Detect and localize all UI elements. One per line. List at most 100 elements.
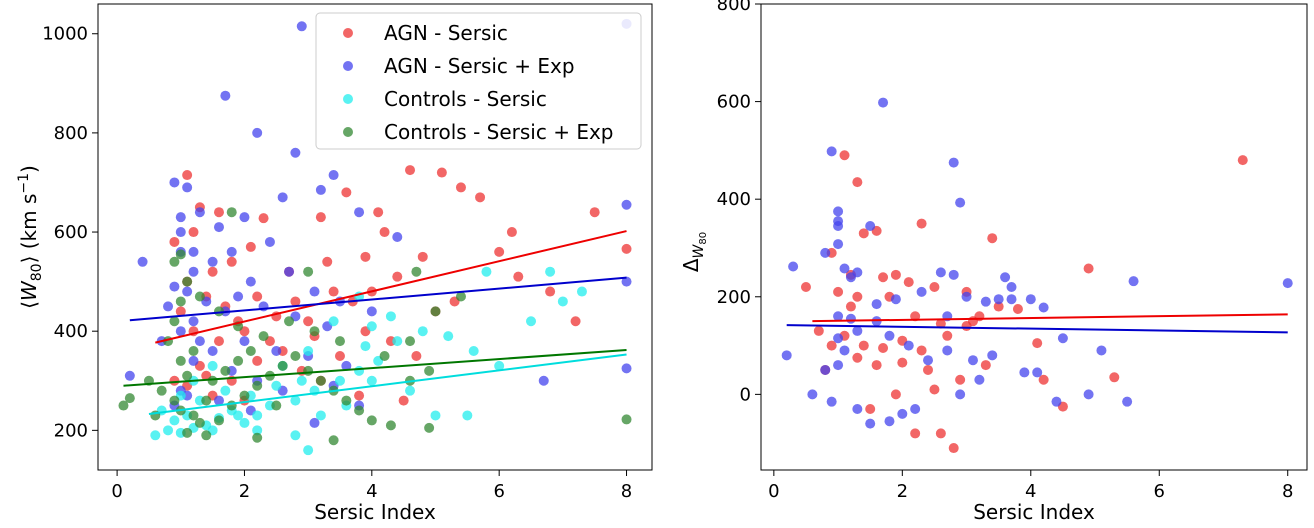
- left-point-series-3: [290, 350, 301, 361]
- left-point-series-2: [385, 311, 396, 322]
- legend-label-controls-sersic-exp: Controls - Sersic + Exp: [384, 120, 613, 144]
- right-point-series-1: [1122, 396, 1133, 407]
- left-y-tick-label: 600: [54, 222, 88, 243]
- right-point-series-0: [890, 269, 901, 280]
- left-point-series-1: [309, 286, 320, 297]
- left-point-series-2: [481, 266, 492, 277]
- left-point-series-0: [621, 243, 632, 254]
- right-point-series-1: [878, 97, 889, 108]
- legend-box: [315, 12, 642, 150]
- right-point-series-1: [807, 389, 818, 400]
- left-y-tick-label: 1000: [42, 24, 88, 45]
- left-point-series-2: [207, 360, 218, 371]
- left-point-series-3: [169, 316, 180, 327]
- left-point-series-2: [360, 341, 371, 352]
- left-point-series-2: [233, 410, 244, 421]
- right-point-series-1: [923, 355, 934, 366]
- left-point-series-1: [239, 212, 250, 223]
- left-point-series-3: [175, 249, 186, 260]
- right-point-series-0: [800, 282, 811, 293]
- left-point-series-3: [156, 385, 167, 396]
- right-point-series-1: [865, 221, 876, 232]
- right-point-series-1: [833, 221, 844, 232]
- left-point-series-1: [245, 276, 256, 287]
- left-point-series-0: [245, 241, 256, 252]
- right-point-series-0: [890, 389, 901, 400]
- left-point-series-2: [557, 296, 568, 307]
- left-point-series-2: [545, 266, 556, 277]
- left-point-series-0: [506, 227, 517, 238]
- left-point-series-1: [284, 266, 295, 277]
- left-point-series-3: [182, 370, 193, 381]
- left-plot-frame: [97, 3, 653, 471]
- left-point-series-3: [411, 266, 422, 277]
- right-point-series-1: [967, 355, 978, 366]
- left-point-series-3: [309, 326, 320, 337]
- left-point-series-1: [169, 281, 180, 292]
- right-point-series-1: [955, 197, 966, 208]
- right-point-series-1: [910, 404, 921, 415]
- left-panel: 0 2 4 6 8 200 400 600 800 1000 Sersic Index ⟨W80…: [16, 3, 653, 524]
- left-fit-line-3: [123, 349, 627, 387]
- left-point-series-0: [213, 336, 224, 347]
- left-point-series-1: [233, 291, 244, 302]
- left-point-series-3: [194, 417, 205, 428]
- right-point-series-0: [1109, 372, 1120, 383]
- right-point-series-1: [942, 345, 953, 356]
- left-point-series-0: [455, 182, 466, 193]
- legend-marker-agn-sersic: [343, 28, 353, 38]
- right-point-series-1: [1096, 345, 1107, 356]
- legend-marker-agn-sersic-exp: [343, 61, 353, 71]
- right-point-series-0: [852, 177, 863, 188]
- left-marks: [118, 18, 632, 456]
- right-point-series-1: [974, 374, 985, 385]
- right-point-series-0: [903, 277, 914, 288]
- left-point-series-0: [182, 170, 193, 181]
- right-point-series-0: [1032, 338, 1043, 349]
- left-point-series-2: [315, 410, 326, 421]
- left-point-series-1: [175, 227, 186, 238]
- left-point-series-3: [207, 375, 218, 386]
- right-fit-line-0: [812, 313, 1288, 323]
- left-point-series-0: [328, 286, 339, 297]
- left-point-series-1: [341, 360, 352, 371]
- left-point-series-3: [175, 355, 186, 366]
- right-x-tick-label: 0: [768, 481, 779, 502]
- left-point-series-1: [366, 306, 377, 317]
- right-point-series-0: [929, 282, 940, 293]
- left-point-series-0: [411, 350, 422, 361]
- left-y-axis-label: ⟨W80⟩ (km s−1): [16, 165, 45, 309]
- right-point-series-0: [871, 360, 882, 371]
- right-y-ticks: 0 200 400 600 800: [717, 0, 761, 405]
- left-point-series-3: [188, 410, 199, 421]
- right-point-series-1: [1128, 276, 1139, 287]
- left-point-series-1: [182, 182, 193, 193]
- left-point-series-2: [252, 410, 263, 421]
- right-point-series-1: [781, 350, 792, 361]
- right-point-series-1: [980, 296, 991, 307]
- right-point-series-1: [1019, 367, 1030, 378]
- right-point-series-0: [923, 364, 934, 375]
- left-x-tick-label: 0: [111, 481, 122, 502]
- left-point-series-3: [405, 336, 416, 347]
- left-point-series-3: [124, 393, 135, 404]
- right-point-series-1: [1032, 367, 1043, 378]
- right-point-series-0: [833, 286, 844, 297]
- right-point-series-1: [833, 333, 844, 344]
- right-panel: 0 2 4 6 8 0 200 400 600 800 Sersic Index ΔW80: [679, 0, 1308, 524]
- left-point-series-3: [379, 350, 390, 361]
- right-point-series-0: [935, 318, 946, 329]
- left-point-series-3: [213, 306, 224, 317]
- left-point-series-3: [621, 414, 632, 425]
- right-y-tick-label: 800: [717, 0, 751, 15]
- left-point-series-1: [315, 184, 326, 195]
- right-point-series-1: [916, 286, 927, 297]
- left-point-series-0: [398, 395, 409, 406]
- left-point-series-3: [303, 266, 314, 277]
- left-point-series-0: [252, 291, 263, 302]
- right-y-tick-label: 200: [717, 287, 751, 308]
- left-point-series-0: [475, 192, 486, 203]
- left-point-series-2: [462, 410, 473, 421]
- left-point-series-3: [169, 256, 180, 267]
